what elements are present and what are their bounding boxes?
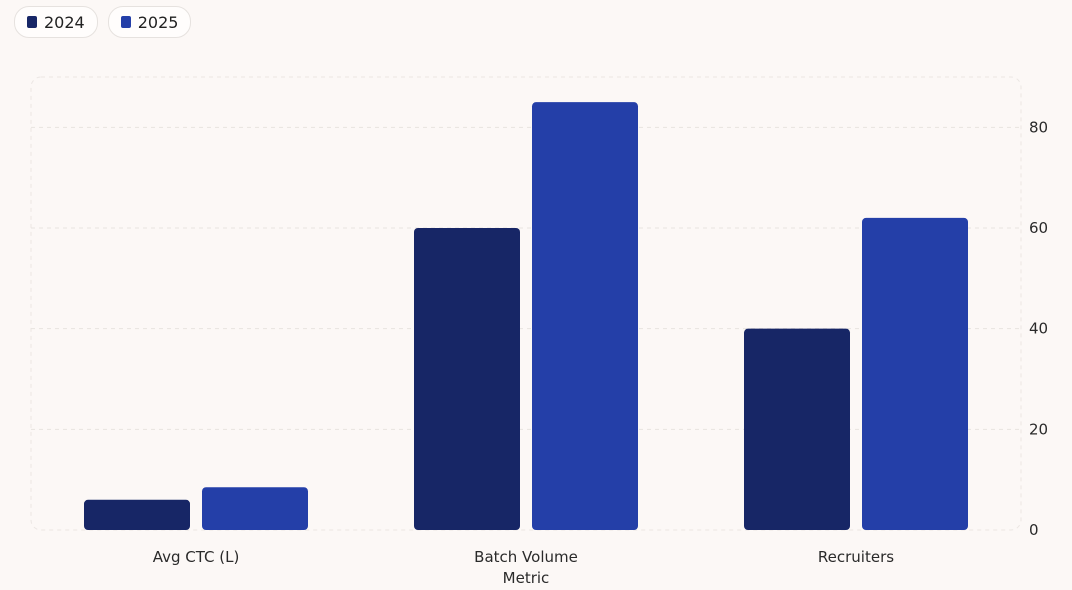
x-axis-title: Metric: [503, 569, 550, 587]
legend-item-2025[interactable]: 2025: [107, 6, 192, 38]
legend-label-2024: 2024: [44, 12, 85, 32]
y-tick-label: 40: [1029, 320, 1048, 338]
x-tick-label: Recruiters: [818, 548, 894, 566]
legend-swatch-2025: [120, 16, 131, 28]
bar-2025-batch-volume[interactable]: [532, 102, 638, 531]
y-axis-ticks: 0 20 40 60 80: [1029, 118, 1048, 539]
y-tick-label: 60: [1029, 219, 1048, 237]
legend-label-2025: 2025: [137, 12, 179, 32]
bar-2024-batch-volume[interactable]: [414, 228, 520, 530]
legend-item-2024[interactable]: 2024: [14, 6, 98, 38]
y-tick-label: 80: [1029, 118, 1048, 136]
y-tick-label: 0: [1029, 521, 1039, 539]
bar-2025-recruiters[interactable]: [862, 217, 968, 530]
bars: [84, 102, 968, 531]
x-axis-categories: Avg CTC (L) Batch Volume Recruiters: [153, 548, 895, 566]
bar-2024-avg-ctc-l[interactable]: [84, 499, 190, 530]
x-tick-label: Batch Volume: [474, 548, 578, 566]
legend-swatch-2024: [27, 16, 37, 28]
bar-2024-recruiters[interactable]: [744, 328, 850, 530]
x-tick-label: Avg CTC (L): [153, 548, 240, 566]
y-tick-label: 20: [1029, 420, 1048, 438]
chart-legend: 2024 2025: [14, 6, 192, 38]
bar-2025-avg-ctc-l[interactable]: [202, 487, 308, 530]
plot-area: [30, 76, 1022, 531]
gridlines: [31, 126, 1021, 430]
